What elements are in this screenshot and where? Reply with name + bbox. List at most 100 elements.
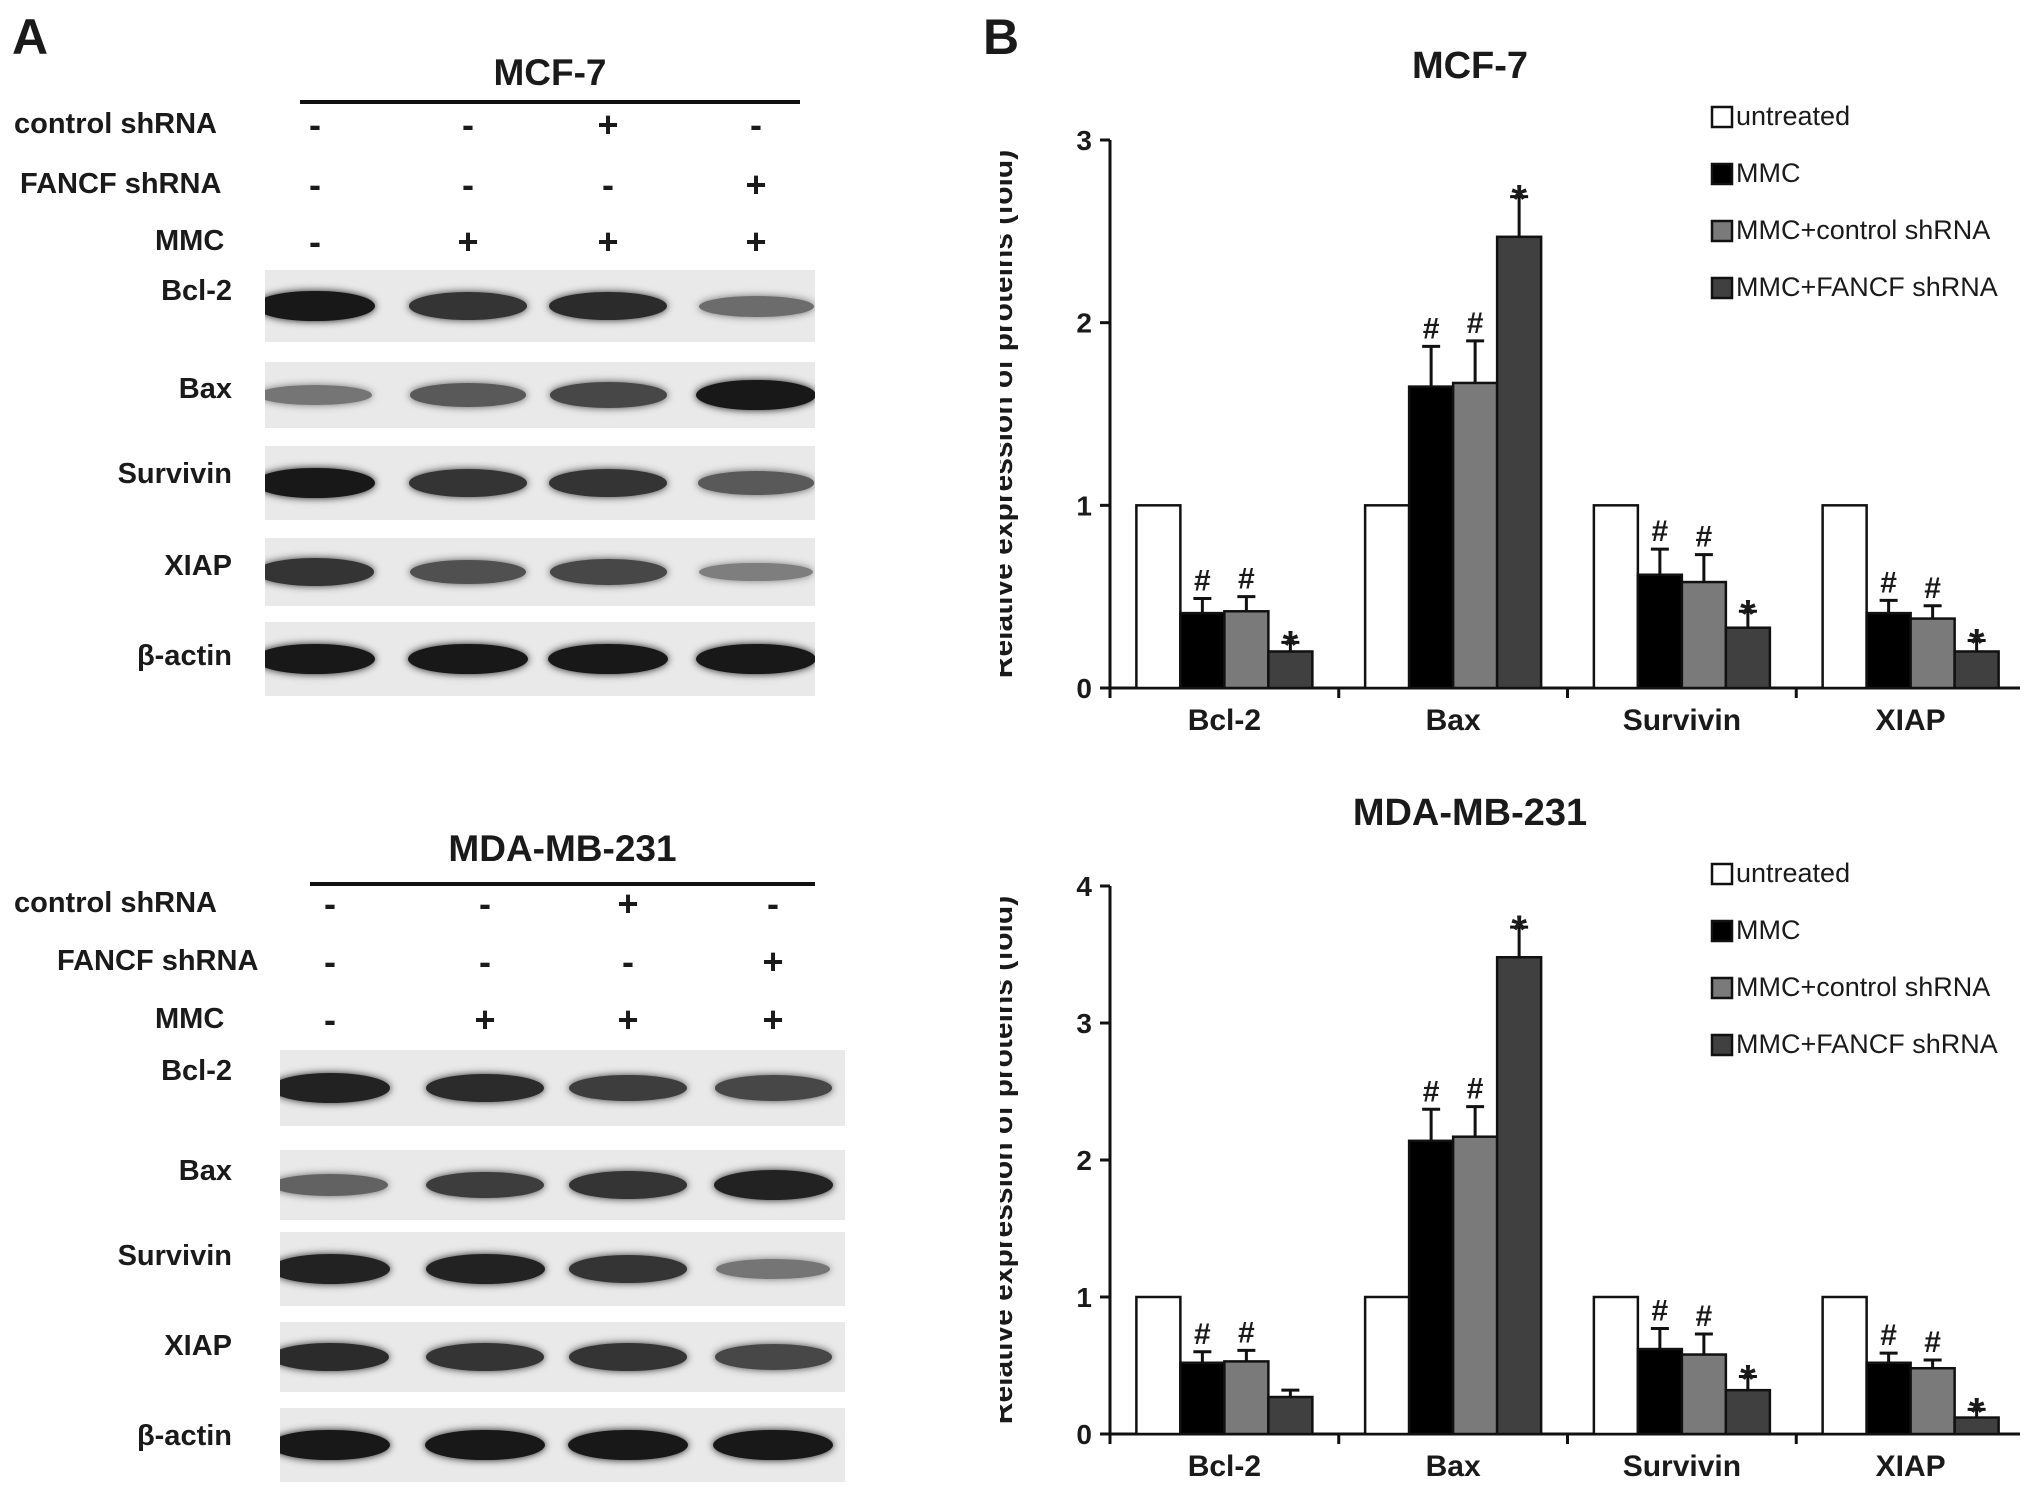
protein-label: XIAP	[164, 1330, 232, 1362]
significance-mark: #	[1238, 563, 1255, 596]
minus-sign: -	[479, 883, 491, 924]
y-tick-label: 0	[1076, 1419, 1092, 1450]
bar	[1636, 1347, 1684, 1436]
bar	[1179, 611, 1226, 690]
plus-sign: +	[617, 883, 639, 924]
significance-mark: #	[1880, 1319, 1897, 1352]
legend-label: MMC+FANCF shRNA	[1736, 272, 1998, 302]
legend-swatch	[1710, 162, 1734, 186]
protein-band	[696, 643, 815, 675]
bar	[1953, 650, 2000, 690]
legend-label: untreated	[1736, 101, 1850, 131]
protein-band	[425, 1073, 545, 1103]
y-tick-label: 1	[1076, 490, 1092, 521]
protein-band	[548, 643, 668, 675]
protein-label: Survivin	[117, 458, 232, 490]
protein-band	[699, 562, 813, 582]
protein-label: Bcl-2	[161, 275, 232, 307]
bar	[1363, 504, 1411, 690]
significance-mark: #	[1423, 312, 1440, 345]
protein-band	[569, 1171, 687, 1199]
bar	[1495, 955, 1543, 1436]
significance-mark: #	[1652, 515, 1669, 548]
legend-swatch	[1710, 1033, 1734, 1057]
bar	[1179, 1361, 1226, 1436]
significance-mark: *	[1511, 178, 1527, 222]
protein-band	[549, 469, 667, 497]
minus-sign: -	[324, 941, 336, 982]
minus-sign: -	[309, 164, 321, 205]
blot-strip	[265, 446, 815, 520]
legend-label: MMC+FANCF shRNA	[1736, 1029, 1998, 1059]
blot-strip	[265, 362, 815, 428]
x-tick-label: Survivin	[1623, 1450, 1741, 1483]
x-tick-label: Bax	[1426, 704, 1481, 737]
protein-band	[409, 292, 527, 320]
significance-mark: #	[1652, 1295, 1669, 1328]
protein-band	[280, 1429, 390, 1461]
x-tick-label: Survivin	[1623, 704, 1741, 737]
bar	[1363, 1295, 1411, 1436]
protein-band	[569, 1074, 687, 1102]
chart-title: MDA-MB-231	[1353, 792, 1587, 834]
condition-label: control shRNA	[14, 887, 217, 919]
significance-mark: #	[1467, 1073, 1484, 1106]
blot-strip	[265, 270, 815, 342]
y-tick-label: 3	[1076, 1008, 1092, 1039]
protein-band	[715, 1259, 831, 1279]
significance-mark: #	[1238, 1316, 1255, 1349]
significance-mark: #	[1880, 566, 1897, 599]
protein-band	[698, 471, 814, 495]
minus-sign: -	[622, 941, 634, 982]
bar	[1821, 504, 1868, 690]
protein-band	[280, 1073, 390, 1103]
bar	[1495, 235, 1543, 690]
y-tick-label: 2	[1076, 308, 1092, 339]
legend-label: MMC+control shRNA	[1736, 972, 1990, 1002]
bar	[1724, 1388, 1772, 1436]
condition-label: MMC	[155, 225, 225, 257]
bar	[1865, 1361, 1912, 1436]
minus-sign: -	[462, 104, 474, 145]
bar	[1223, 1360, 1270, 1436]
blot-title-underline	[310, 882, 815, 886]
panel-b-letter: B	[983, 9, 1020, 65]
bar	[1821, 1295, 1868, 1436]
legend-swatch	[1710, 219, 1734, 243]
legend-label: untreated	[1736, 858, 1850, 888]
plus-sign: +	[597, 221, 619, 262]
protein-label: Bcl-2	[161, 1055, 232, 1087]
plus-sign: +	[762, 941, 784, 982]
significance-mark: *	[1969, 622, 1985, 666]
legend-swatch	[1710, 105, 1734, 129]
bar	[1724, 626, 1772, 690]
y-tick-label: 4	[1076, 871, 1092, 902]
bar	[1909, 1366, 1956, 1436]
minus-sign: -	[309, 104, 321, 145]
plus-sign: +	[745, 221, 767, 262]
protein-band	[280, 1342, 390, 1372]
bar-chart-mda-mb-231: MDA-MB-231 Relative expression of protein…	[1000, 792, 2020, 1483]
bar	[1267, 1395, 1314, 1436]
blot-title: MCF-7	[493, 52, 607, 93]
bar	[1451, 381, 1499, 690]
protein-band	[280, 1254, 390, 1284]
protein-label: XIAP	[164, 550, 232, 582]
legend-swatch	[1710, 919, 1734, 943]
minus-sign: -	[309, 221, 321, 262]
bar	[1680, 580, 1728, 690]
blot-title-underline	[300, 100, 800, 104]
protein-band	[425, 1254, 545, 1284]
minus-sign: -	[324, 883, 336, 924]
legend-label: MMC	[1736, 915, 1800, 945]
bar	[1135, 1295, 1182, 1436]
protein-band	[265, 558, 374, 586]
protein-label: β-actin	[136, 1420, 232, 1452]
x-tick-label: XIAP	[1876, 704, 1946, 737]
protein-band	[409, 559, 527, 585]
plus-sign: +	[474, 999, 496, 1040]
minus-sign: -	[750, 104, 762, 145]
bar	[1407, 385, 1455, 690]
significance-mark: *	[1511, 908, 1527, 952]
plus-sign: +	[597, 104, 619, 145]
